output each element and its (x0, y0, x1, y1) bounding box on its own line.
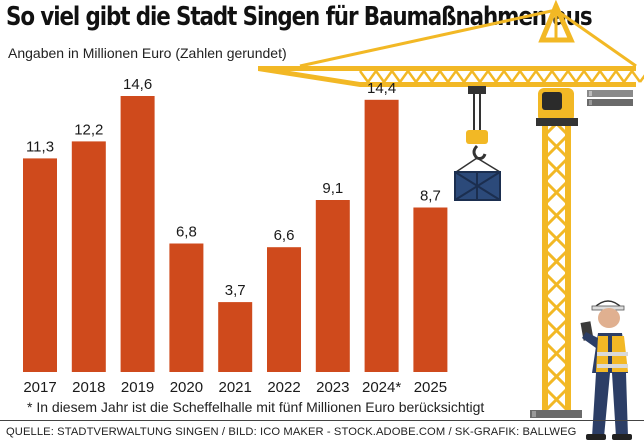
x-tick-label-2022: 2022 (267, 379, 300, 396)
x-tick-label-2024*: 2024* (362, 379, 401, 396)
value-label-2022: 6,6 (274, 227, 295, 244)
x-tick-label-2019: 2019 (121, 379, 154, 396)
bar-2024* (364, 99, 399, 373)
crane-peak (538, 0, 575, 43)
value-label-2019: 14,6 (123, 76, 152, 93)
chart-subtitle: Angaben in Millionen Euro (Zahlen gerund… (8, 45, 287, 61)
x-tick-label-2021: 2021 (219, 379, 252, 396)
x-tick-label-2018: 2018 (72, 379, 105, 396)
chart-title: So viel gibt die Stadt Singen für Baumaß… (6, 2, 593, 32)
crane-base (530, 410, 582, 418)
bar-2018 (71, 141, 106, 372)
value-label-2021: 3,7 (225, 282, 246, 299)
value-label-2025: 8,7 (420, 188, 441, 205)
x-tick-label-2017: 2017 (23, 379, 56, 396)
bar-2017 (23, 158, 57, 372)
cargo-container (454, 171, 501, 201)
x-tick-label-2020: 2020 (170, 379, 203, 396)
crane-hook (455, 86, 501, 173)
crane-illustration (258, 0, 644, 418)
value-label-2020: 6,8 (176, 224, 197, 241)
value-label-2024*: 14,4 (367, 80, 396, 97)
crane-counterweight (587, 90, 633, 106)
bar-2023 (315, 200, 350, 372)
bar-2021 (218, 302, 253, 372)
value-label-2018: 12,2 (74, 121, 103, 138)
bar-2020 (169, 243, 204, 372)
source-credit: QUELLE: STADTVERWALTUNG SINGEN / BILD: I… (6, 426, 577, 438)
crane-cabin (536, 88, 578, 126)
bar-2019 (120, 96, 155, 372)
x-tick-label-2023: 2023 (316, 379, 349, 396)
value-label-2023: 9,1 (322, 180, 343, 197)
bar-2025 (413, 207, 448, 372)
footnote: * In diesem Jahr ist die Scheffelhalle m… (27, 399, 485, 415)
construction-worker-illustration (580, 300, 632, 440)
divider (0, 420, 644, 421)
value-label-2017: 11,3 (26, 138, 54, 155)
bars-group: 11,3 2017 12,2 2018 14,6 2019 6,8 2020 3,7 2021 6,… (23, 76, 448, 396)
crane-jib (258, 8, 644, 87)
crane-tower (542, 110, 571, 413)
x-tick-label-2025: 2025 (414, 379, 447, 396)
bar-2022 (267, 247, 301, 372)
